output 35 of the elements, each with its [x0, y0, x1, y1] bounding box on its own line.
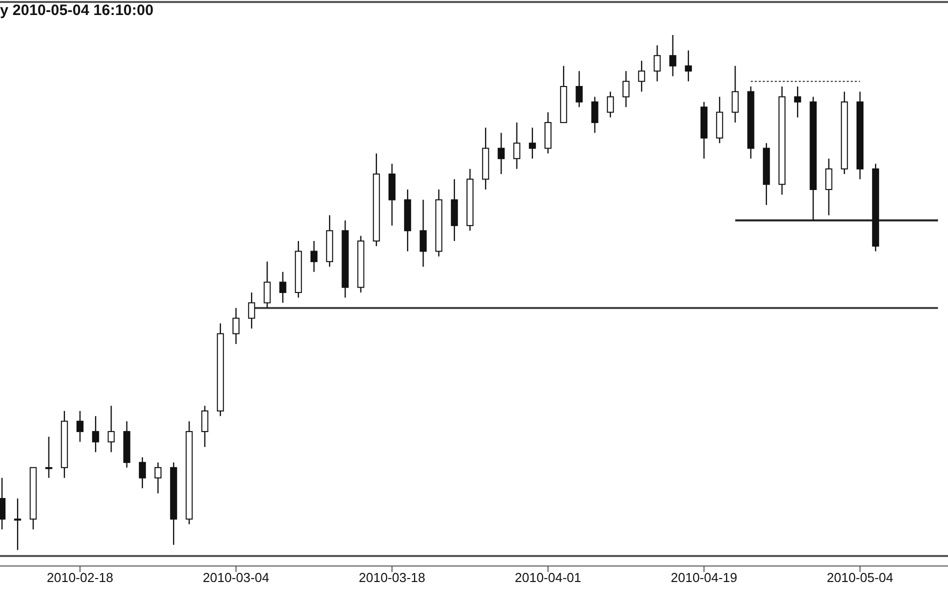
x-tick-label: 2010-03-18 — [358, 570, 426, 585]
candlestick — [76, 410, 84, 442]
x-tick-label: 2010-05-04 — [826, 570, 894, 585]
candlestick — [154, 462, 162, 494]
candlestick — [794, 86, 802, 118]
candlestick — [279, 271, 286, 304]
candlestick — [232, 307, 240, 345]
candlestick — [622, 70, 630, 108]
candlestick — [654, 44, 661, 82]
x-tick-label: 2010-02-18 — [46, 570, 114, 585]
candlestick — [201, 405, 208, 448]
candlestick — [513, 122, 520, 170]
candlestick — [528, 127, 536, 160]
x-tick-label: 2010-03-04 — [202, 570, 270, 585]
x-tick-label: 2010-04-01 — [514, 570, 582, 585]
candlestick — [684, 50, 692, 82]
candlestick — [264, 261, 271, 309]
chart-title: y 2010-05-04 16:10:00 — [0, 2, 154, 19]
candlestick — [606, 91, 614, 118]
candlestick — [638, 60, 646, 92]
x-tick-label: 2010-04-19 — [670, 570, 738, 585]
candlestick — [825, 158, 832, 216]
candlestick — [248, 292, 256, 330]
candlestick — [732, 65, 739, 124]
candlestick — [108, 405, 115, 453]
candlestick — [591, 96, 598, 134]
candlestick — [420, 199, 427, 268]
candlestick — [576, 70, 583, 108]
candlestick — [45, 436, 52, 478]
candlestick — [669, 34, 676, 77]
candlestick — [138, 456, 146, 489]
candlestick — [14, 498, 22, 551]
candlestick — [92, 416, 100, 453]
candlestick — [498, 132, 505, 175]
candlestick — [310, 240, 318, 272]
